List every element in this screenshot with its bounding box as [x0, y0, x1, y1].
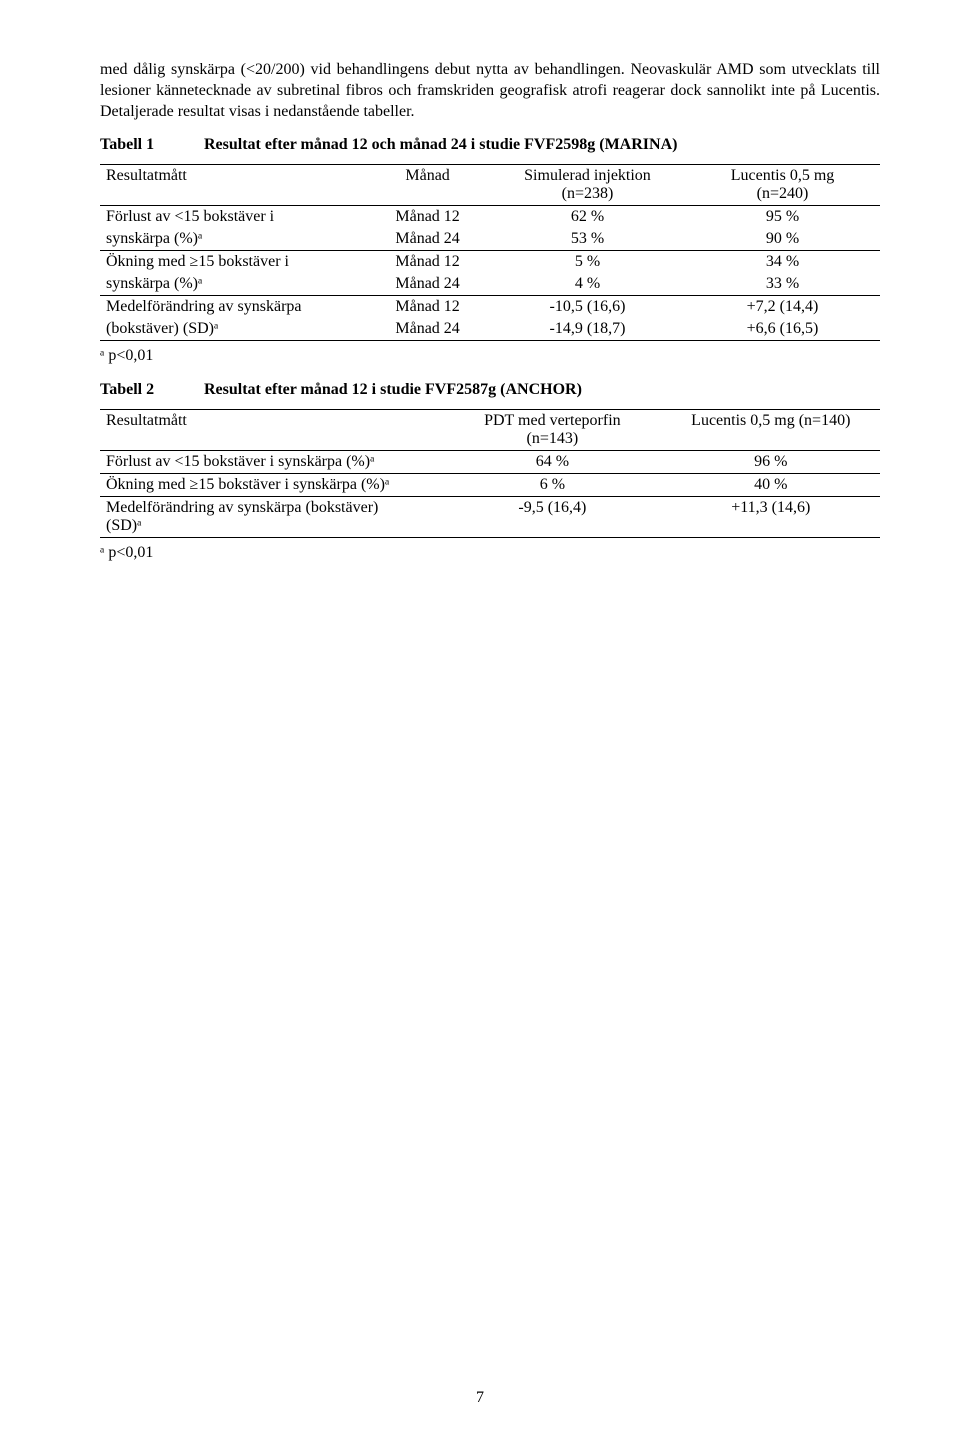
table-2-label: Tabell 2: [100, 381, 200, 399]
table-1-label: Tabell 1: [100, 136, 200, 154]
table-row: Resultatmått Månad Simulerad injektion (…: [100, 165, 880, 206]
table-2-heading: Tabell 2 Resultat efter månad 12 i studi…: [100, 381, 880, 399]
table-2-footnote: ᵃ p<0,01: [100, 544, 880, 562]
cell: Medelförändring av synskärpa: [100, 296, 365, 319]
table-1: Resultatmått Månad Simulerad injektion (…: [100, 164, 880, 341]
table-2-header-c2-line2: (n=143): [527, 430, 579, 447]
cell: +7,2 (14,4): [685, 296, 880, 319]
cell: Månad 24: [365, 228, 490, 251]
table-row: Medelförändring av synskärpa (bokstäver)…: [100, 497, 880, 538]
cell: Ökning med ≥15 bokstäver i: [100, 251, 365, 274]
cell: +11,3 (14,6): [662, 497, 880, 538]
page: med dålig synskärpa (<20/200) vid behand…: [0, 0, 960, 1447]
table-1-header-c4-line2: (n=240): [757, 185, 809, 202]
table-row: synskärpa (%)ᵃ Månad 24 4 % 33 %: [100, 273, 880, 296]
table-row: synskärpa (%)ᵃ Månad 24 53 % 90 %: [100, 228, 880, 251]
cell: 34 %: [685, 251, 880, 274]
cell-line2: (SD)ᵃ: [106, 517, 141, 534]
table-1-header-c3-line2: (n=238): [562, 185, 614, 202]
cell: Månad 12: [365, 251, 490, 274]
cell: -10,5 (16,6): [490, 296, 685, 319]
table-2-title: Resultat efter månad 12 i studie FVF2587…: [204, 381, 582, 398]
table-1-title: Resultat efter månad 12 och månad 24 i s…: [204, 136, 677, 153]
table-1-heading: Tabell 1 Resultat efter månad 12 och mån…: [100, 136, 880, 154]
cell: synskärpa (%)ᵃ: [100, 273, 365, 296]
table-2-header-c2-line1: PDT med verteporfin: [484, 412, 621, 429]
cell: 5 %: [490, 251, 685, 274]
cell: Förlust av <15 bokstäver i synskärpa (%)…: [100, 451, 443, 474]
table-2-header-c2: PDT med verteporfin (n=143): [443, 410, 661, 451]
cell: 40 %: [662, 474, 880, 497]
cell-line1: Medelförändring av synskärpa (bokstäver): [106, 499, 378, 516]
cell: (bokstäver) (SD)ᵃ: [100, 318, 365, 341]
cell: Förlust av <15 bokstäver i: [100, 206, 365, 229]
intro-paragraph: med dålig synskärpa (<20/200) vid behand…: [100, 60, 880, 122]
cell: 33 %: [685, 273, 880, 296]
table-2-header-c3: Lucentis 0,5 mg (n=140): [662, 410, 880, 451]
cell: -14,9 (18,7): [490, 318, 685, 341]
table-1-header-c2: Månad: [365, 165, 490, 206]
cell: 96 %: [662, 451, 880, 474]
table-row: (bokstäver) (SD)ᵃ Månad 24 -14,9 (18,7) …: [100, 318, 880, 341]
cell: +6,6 (16,5): [685, 318, 880, 341]
cell: Medelförändring av synskärpa (bokstäver)…: [100, 497, 443, 538]
cell: 90 %: [685, 228, 880, 251]
page-number: 7: [476, 1389, 484, 1407]
table-1-header-c1: Resultatmått: [100, 165, 365, 206]
table-2: Resultatmått PDT med verteporfin (n=143)…: [100, 409, 880, 538]
cell: 64 %: [443, 451, 661, 474]
cell: Månad 12: [365, 206, 490, 229]
table-1-header-c3-line1: Simulerad injektion: [524, 167, 651, 184]
table-1-header-c4: Lucentis 0,5 mg (n=240): [685, 165, 880, 206]
table-row: Medelförändring av synskärpa Månad 12 -1…: [100, 296, 880, 319]
cell: -9,5 (16,4): [443, 497, 661, 538]
cell: Månad 24: [365, 318, 490, 341]
cell: 6 %: [443, 474, 661, 497]
table-1-header-c4-line1: Lucentis 0,5 mg: [731, 167, 835, 184]
table-2-header-c1: Resultatmått: [100, 410, 443, 451]
cell: synskärpa (%)ᵃ: [100, 228, 365, 251]
cell: Ökning med ≥15 bokstäver i synskärpa (%)…: [100, 474, 443, 497]
cell: 95 %: [685, 206, 880, 229]
cell: 62 %: [490, 206, 685, 229]
cell: 4 %: [490, 273, 685, 296]
table-row: Förlust av <15 bokstäver i Månad 12 62 %…: [100, 206, 880, 229]
cell: Månad 24: [365, 273, 490, 296]
cell: Månad 12: [365, 296, 490, 319]
table-1-header-c3: Simulerad injektion (n=238): [490, 165, 685, 206]
table-row: Förlust av <15 bokstäver i synskärpa (%)…: [100, 451, 880, 474]
table-row: Ökning med ≥15 bokstäver i Månad 12 5 % …: [100, 251, 880, 274]
table-row: Ökning med ≥15 bokstäver i synskärpa (%)…: [100, 474, 880, 497]
table-row: Resultatmått PDT med verteporfin (n=143)…: [100, 410, 880, 451]
table-1-footnote: ᵃ p<0,01: [100, 347, 880, 365]
cell: 53 %: [490, 228, 685, 251]
